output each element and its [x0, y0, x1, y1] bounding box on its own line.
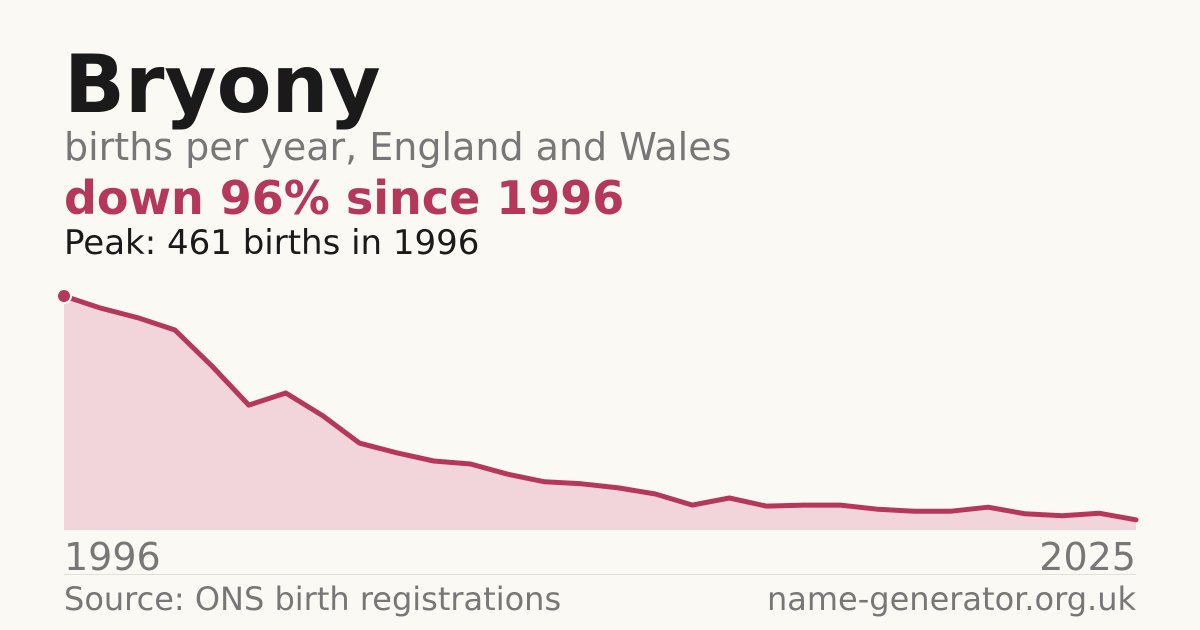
x-tick-label: 1996 — [64, 535, 161, 579]
area — [64, 296, 1136, 530]
source: Source: ONS birth registrations — [64, 580, 561, 618]
line — [61, 293, 1139, 523]
annotation: Peak: 461 births in 1996 — [64, 223, 479, 263]
x-tick-label: 2025 — [1039, 535, 1136, 579]
site: name-generator.org.uk — [767, 580, 1136, 618]
headline: down 96% since 1996 — [64, 171, 624, 225]
peak-marker — [56, 288, 72, 304]
chart-title: Bryony — [64, 38, 381, 131]
chart-subtitle: births per year, England and Wales — [64, 125, 731, 169]
